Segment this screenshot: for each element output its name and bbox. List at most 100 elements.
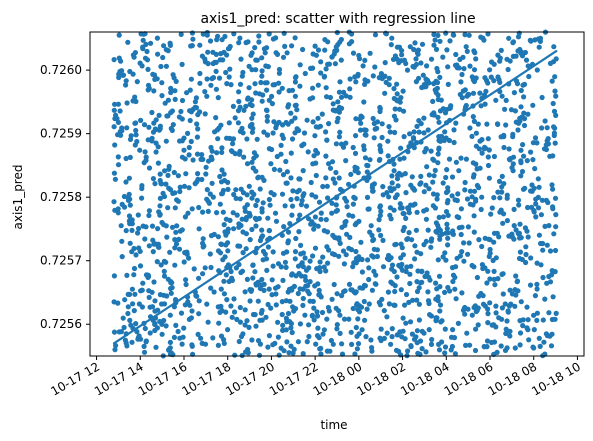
data-point <box>127 240 133 246</box>
data-point <box>553 56 559 62</box>
data-point <box>198 156 204 162</box>
data-point <box>475 121 481 127</box>
data-point <box>317 346 323 352</box>
data-point <box>519 168 526 175</box>
data-point <box>326 121 332 127</box>
data-point <box>443 230 449 236</box>
data-point <box>440 106 446 112</box>
data-point <box>341 261 347 267</box>
data-point <box>330 101 336 107</box>
data-point <box>459 290 465 296</box>
data-point <box>327 94 333 101</box>
data-point <box>242 289 248 295</box>
data-point <box>190 36 196 42</box>
data-point <box>437 308 443 314</box>
data-point <box>550 100 556 107</box>
data-point <box>310 51 316 57</box>
data-point <box>350 305 356 312</box>
data-point <box>228 148 235 154</box>
data-point <box>411 136 417 142</box>
data-point <box>417 181 423 187</box>
data-point <box>331 51 337 57</box>
data-point <box>389 180 395 186</box>
data-point <box>336 253 342 259</box>
data-point <box>416 317 422 323</box>
data-point <box>286 350 292 356</box>
data-point <box>552 88 558 94</box>
data-point <box>241 154 247 160</box>
data-point <box>412 243 418 249</box>
data-point <box>374 119 381 125</box>
data-point <box>246 63 252 69</box>
data-point <box>419 346 425 352</box>
data-point <box>111 124 117 130</box>
data-point <box>266 228 272 234</box>
data-point <box>478 290 484 297</box>
data-point <box>151 88 157 94</box>
data-point <box>224 135 230 141</box>
data-point <box>500 291 506 297</box>
data-point <box>444 221 450 227</box>
data-point <box>550 186 556 192</box>
data-point <box>181 135 187 141</box>
data-point <box>215 95 221 101</box>
data-point <box>366 301 372 307</box>
data-point <box>382 60 388 66</box>
data-point <box>256 352 263 358</box>
data-point <box>553 212 559 218</box>
data-point <box>400 210 406 217</box>
data-point <box>193 105 199 111</box>
data-point <box>528 255 534 261</box>
data-point <box>423 238 429 244</box>
data-point <box>485 80 491 86</box>
data-point <box>515 48 521 54</box>
data-point <box>163 259 169 265</box>
data-point <box>150 237 156 243</box>
data-point <box>309 313 315 319</box>
data-point <box>206 158 212 164</box>
data-point <box>471 229 477 235</box>
data-point <box>269 292 275 298</box>
data-point <box>202 89 208 95</box>
data-point <box>521 153 527 159</box>
data-point <box>530 102 536 108</box>
data-point <box>323 129 329 135</box>
data-point <box>367 50 373 56</box>
data-point <box>289 287 295 293</box>
data-point <box>339 293 345 299</box>
data-point <box>469 312 475 318</box>
data-point <box>161 43 167 49</box>
data-point <box>429 236 435 242</box>
data-point <box>183 281 189 288</box>
data-point <box>190 157 196 163</box>
data-point <box>540 240 546 247</box>
data-point <box>507 287 513 293</box>
data-point <box>215 234 221 240</box>
data-point <box>216 320 222 326</box>
data-point <box>221 49 227 56</box>
data-point <box>131 308 137 314</box>
data-point <box>220 209 226 215</box>
data-point <box>316 287 322 293</box>
data-point <box>264 132 271 138</box>
data-point <box>295 290 301 297</box>
data-point <box>145 82 152 88</box>
data-point <box>155 160 161 166</box>
data-point <box>314 150 321 156</box>
data-point <box>496 178 503 184</box>
data-point <box>203 164 209 170</box>
data-point <box>312 283 318 289</box>
data-point <box>166 346 172 352</box>
data-point <box>154 35 160 41</box>
data-point <box>362 317 368 323</box>
data-point <box>334 291 340 297</box>
data-point <box>398 241 404 247</box>
data-point <box>265 215 271 221</box>
data-point <box>234 316 240 322</box>
data-point <box>531 345 537 351</box>
data-point <box>285 240 291 246</box>
data-point <box>378 337 384 344</box>
data-point <box>330 176 336 182</box>
data-point <box>285 229 292 235</box>
